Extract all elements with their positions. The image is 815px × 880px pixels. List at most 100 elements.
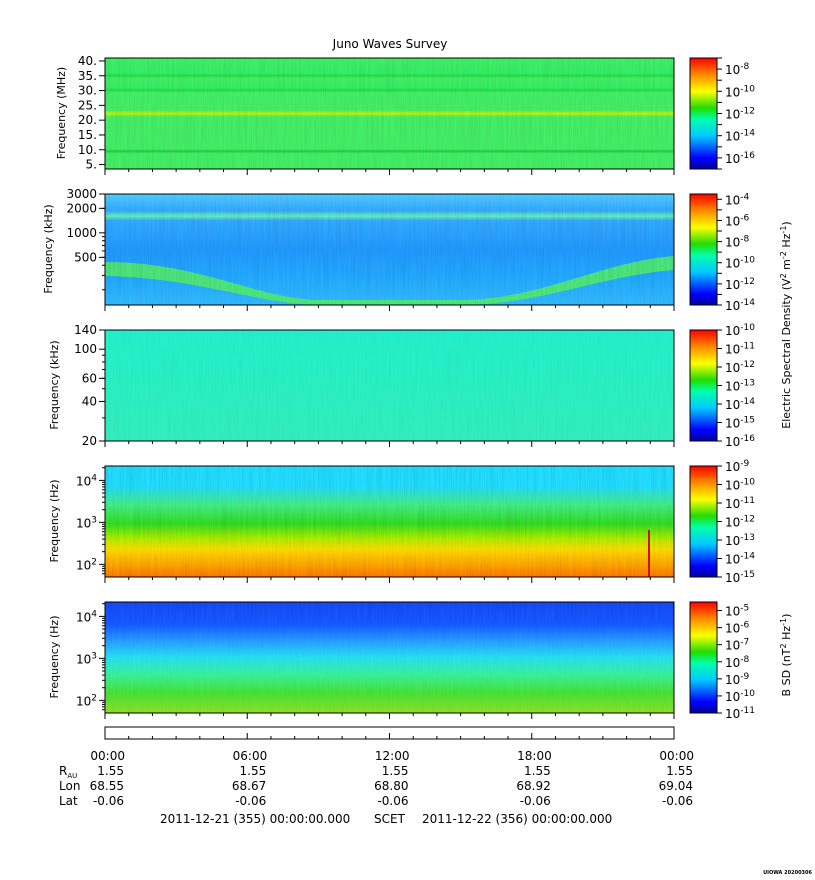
colorbar-label: 10-10 (725, 84, 755, 99)
ytick-label: 15. (78, 128, 97, 142)
colorbar-label: 10-15 (725, 570, 755, 585)
panel-4-ylabel: Frequency (Hz) (48, 480, 61, 563)
ytick-label: 103 (76, 651, 97, 666)
time-axis-ticks (104, 733, 675, 739)
colorbar-label: 10-12 (725, 277, 755, 292)
ytick-label: 20. (78, 113, 97, 127)
end-time: 2011-12-22 (356) 00:00:00.000 (422, 812, 612, 826)
colorbar-label: 10-6 (725, 213, 750, 228)
colorbar-label: 10-9 (725, 459, 750, 474)
ytick-label: 60 (82, 371, 97, 385)
ephemeris-value: 1.55 (524, 764, 551, 778)
panel-3-ylabel: Frequency (kHz) (48, 340, 61, 429)
ephemeris-value: -0.06 (235, 794, 266, 808)
ephemeris-row-label: Lon (59, 779, 80, 793)
ytick-label: 5. (86, 158, 97, 172)
ytick-label: 500 (74, 250, 97, 264)
colorbar-label: 10-4 (725, 192, 750, 207)
colorbar-5-axis: 10-5 10-6 10-7 10-8 10-9 10-10 10-11 (717, 604, 755, 721)
ytick-label: 40 (82, 394, 97, 408)
colorbar-label: 10-7 (725, 638, 749, 653)
colorbar-label: 10-10 (725, 478, 755, 493)
figure-title: Juno Waves Survey (332, 37, 448, 51)
ytick-label: 102 (76, 557, 97, 572)
ytick-label: 104 (76, 473, 97, 488)
panel-5-ylabel: Frequency (Hz) (48, 616, 61, 699)
ephemeris-value: 1.55 (382, 764, 409, 778)
ephemeris-value: -0.06 (520, 794, 551, 808)
ytick-label: 20 (82, 434, 97, 448)
colorbar-4 (689, 465, 718, 578)
colorbar-label: 10-13 (725, 533, 755, 548)
ephemeris-value: 1.55 (97, 764, 124, 778)
ytick-label: 102 (76, 693, 97, 708)
spectrogram-4-texture (105, 466, 674, 577)
ephemeris-value: -0.06 (662, 794, 693, 808)
time-range-footer: 2011-12-21 (355) 00:00:00.000 SCET 2011-… (160, 812, 612, 826)
panel-1: 40.35.30.25.20.15.10.5. Frequency (MHz) … (55, 54, 755, 175)
ephemeris-table: 00:00 06:00 12:00 18:00 00:00 RAU 1.55 1.55 1.55… (59, 749, 694, 808)
ephemeris-row-label: RAU (59, 764, 77, 780)
time-tick-label: 06:00 (233, 749, 268, 763)
ephemeris-value: 1.55 (666, 764, 693, 778)
ytick-label: 25. (78, 98, 97, 112)
colorbar-2-axis: 10-4 10-6 10-8 10-10 10-12 10-14 (717, 192, 755, 313)
ephemeris-value: 68.55 (90, 779, 124, 793)
colorbar-label: 10-6 (725, 621, 750, 636)
colorbar-1-axis: 10-8 10-10 10-12 10-14 10-16 (717, 57, 755, 170)
panel-1-ylabel: Frequency (MHz) (55, 67, 68, 159)
spectrogram-2-texture (105, 194, 674, 305)
efield-colorbar-title: Electric Spectral Density (V2 m-2 Hz-1) (779, 221, 793, 428)
colorbar-3 (689, 329, 718, 442)
colorbar-label: 10-12 (725, 515, 755, 530)
time-tick-label: 18:00 (517, 749, 552, 763)
colorbar-1 (689, 57, 718, 170)
ytick-label: 2000 (66, 201, 97, 215)
ephemeris-value: 68.80 (374, 779, 408, 793)
colorbar-3-axis: 10-10 10-11 10-12 10-13 10-14 10-15 10-16 (717, 323, 755, 449)
ephemeris-row-label: Lat (59, 794, 78, 808)
ytick-label: 1000 (66, 226, 97, 240)
ephemeris-value: -0.06 (93, 794, 124, 808)
ephemeris-value: 68.67 (232, 779, 266, 793)
ephemeris-value: 1.55 (240, 764, 267, 778)
colorbar-label: 10-10 (725, 323, 755, 338)
colorbar-label: 10-8 (725, 235, 750, 250)
ytick-label: 30. (78, 84, 97, 98)
panel-4-yaxis: 104 103 102 (76, 467, 675, 583)
scet-label: SCET (374, 812, 406, 826)
colorbar-label: 10-14 (725, 397, 755, 412)
colorbar-label: 10-11 (725, 706, 755, 721)
ephemeris-value: 68.92 (516, 779, 550, 793)
colorbar-label: 10-10 (725, 256, 755, 271)
time-tick-label: 00:00 (90, 749, 125, 763)
panel-3-yaxis: 140 100 60 40 20 (74, 323, 675, 448)
time-tick-label: 00:00 (659, 749, 694, 763)
colorbar-label: 10-8 (725, 62, 750, 77)
panel-2-ylabel: Frequency (kHz) (42, 204, 55, 293)
spectrogram-3-texture (105, 330, 674, 441)
colorbar-label: 10-12 (725, 107, 755, 122)
colorbar-label: 10-15 (725, 416, 755, 431)
ytick-label: 100 (74, 342, 97, 356)
ytick-label: 10. (78, 143, 97, 157)
colorbar-2 (689, 193, 718, 306)
colorbar-label: 10-16 (725, 434, 755, 449)
colorbar-label: 10-8 (725, 655, 750, 670)
colorbar-4-axis: 10-9 10-10 10-11 10-12 10-13 10-14 10-15 (717, 459, 755, 585)
ephemeris-value: 69.04 (659, 779, 693, 793)
ytick-label: 104 (76, 609, 97, 624)
colorbar-label: 10-14 (725, 298, 755, 313)
colorbar-label: 10-10 (725, 689, 755, 704)
panel-5-yaxis: 104 103 102 (76, 603, 675, 719)
credit-stamp: UIOWA 20200306 (763, 870, 812, 876)
spectrogram-1-texture (105, 58, 674, 169)
ytick-label: 103 (76, 515, 97, 530)
colorbar-label: 10-16 (725, 151, 755, 166)
